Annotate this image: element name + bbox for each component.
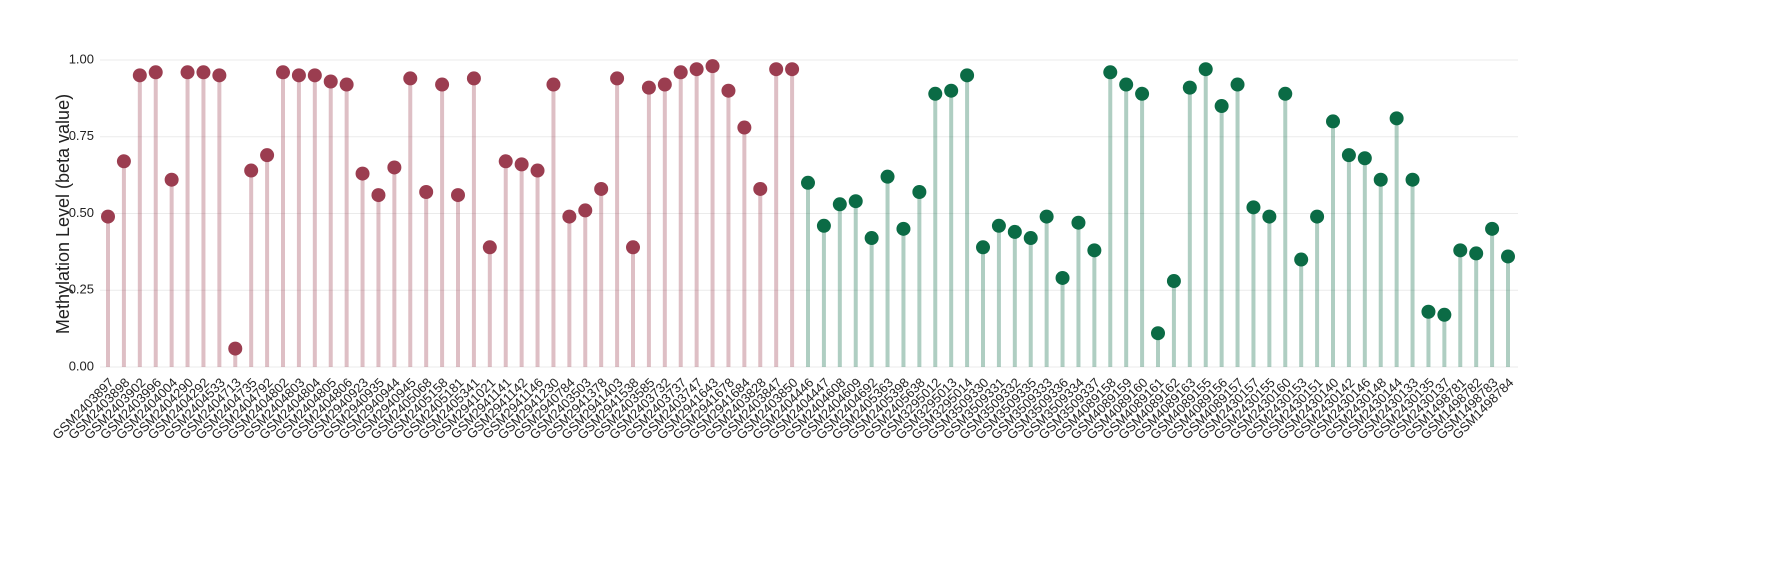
dot [546, 77, 561, 92]
dot [1405, 172, 1420, 187]
dot [1087, 243, 1102, 258]
dot [1023, 231, 1038, 246]
dot [132, 68, 147, 83]
dot [101, 209, 115, 224]
dot [1198, 62, 1213, 77]
dot [848, 194, 863, 209]
dot [323, 74, 338, 89]
dot [1341, 148, 1356, 163]
dot [1373, 172, 1388, 187]
dot [912, 185, 927, 200]
dot [1278, 86, 1293, 101]
dot [1182, 80, 1197, 95]
dot [387, 160, 402, 175]
dot [403, 71, 418, 86]
dot [514, 157, 529, 172]
dot [466, 71, 481, 86]
dot [1119, 77, 1134, 92]
dot [164, 172, 179, 187]
y-axis-label: Methylation Level (beta value) [53, 94, 73, 334]
y-tick-label: 1.00 [69, 51, 94, 66]
dot [498, 154, 513, 169]
dot [291, 68, 306, 83]
dot [1294, 252, 1309, 267]
dot [785, 62, 800, 77]
dot [832, 197, 847, 212]
dot [244, 163, 259, 178]
dot [928, 86, 943, 101]
dot [705, 59, 720, 74]
dot [196, 65, 211, 80]
dot [1103, 65, 1118, 80]
dot [1135, 86, 1150, 101]
dot [657, 77, 672, 92]
dot [1055, 270, 1070, 285]
dot [1389, 111, 1404, 126]
dot [1166, 274, 1181, 289]
dot [1262, 209, 1277, 224]
dot [1214, 99, 1229, 114]
dot [1501, 249, 1515, 264]
dot [148, 65, 163, 80]
dot [1310, 209, 1325, 224]
dot [1485, 221, 1500, 236]
dot [435, 77, 450, 92]
dot [641, 80, 656, 95]
dot [960, 68, 975, 83]
dot [737, 120, 752, 135]
dot [769, 62, 784, 77]
dot [339, 77, 354, 92]
dot [1421, 304, 1436, 319]
dot [610, 71, 625, 86]
dot [896, 221, 911, 236]
y-tick-label: 0.00 [69, 358, 94, 373]
dot [562, 209, 577, 224]
dot [944, 83, 959, 98]
dot [753, 181, 768, 196]
dot [451, 188, 465, 203]
y-tick-label: 0.50 [69, 205, 94, 220]
y-tick-label: 0.25 [69, 282, 94, 297]
dot [1469, 246, 1484, 261]
dot [626, 240, 640, 255]
dot [1437, 307, 1452, 322]
dot [816, 218, 831, 233]
dot [260, 148, 275, 163]
dot [1357, 151, 1372, 166]
dot [1039, 209, 1054, 224]
dot [228, 341, 243, 356]
dot [578, 203, 593, 218]
dot [371, 188, 386, 203]
dot [180, 65, 195, 80]
dot [419, 185, 434, 200]
dot [976, 240, 990, 255]
dot [594, 181, 609, 196]
dot [801, 175, 815, 190]
dot [689, 62, 704, 77]
dot [1230, 77, 1245, 92]
dot [991, 218, 1006, 233]
dot [1246, 200, 1261, 215]
dot [482, 240, 497, 255]
y-tick-label: 0.75 [69, 128, 94, 143]
dot [673, 65, 688, 80]
dot [116, 154, 131, 169]
dot [307, 68, 322, 83]
dot [1151, 326, 1165, 341]
dot [212, 68, 227, 83]
dot [530, 163, 545, 178]
dot [864, 231, 879, 246]
dot [721, 83, 736, 98]
dot [355, 166, 370, 181]
dot [1326, 114, 1340, 129]
dot [1007, 224, 1022, 239]
dot [276, 65, 290, 80]
dot [1453, 243, 1468, 258]
dot [1071, 215, 1086, 230]
dot [880, 169, 895, 184]
